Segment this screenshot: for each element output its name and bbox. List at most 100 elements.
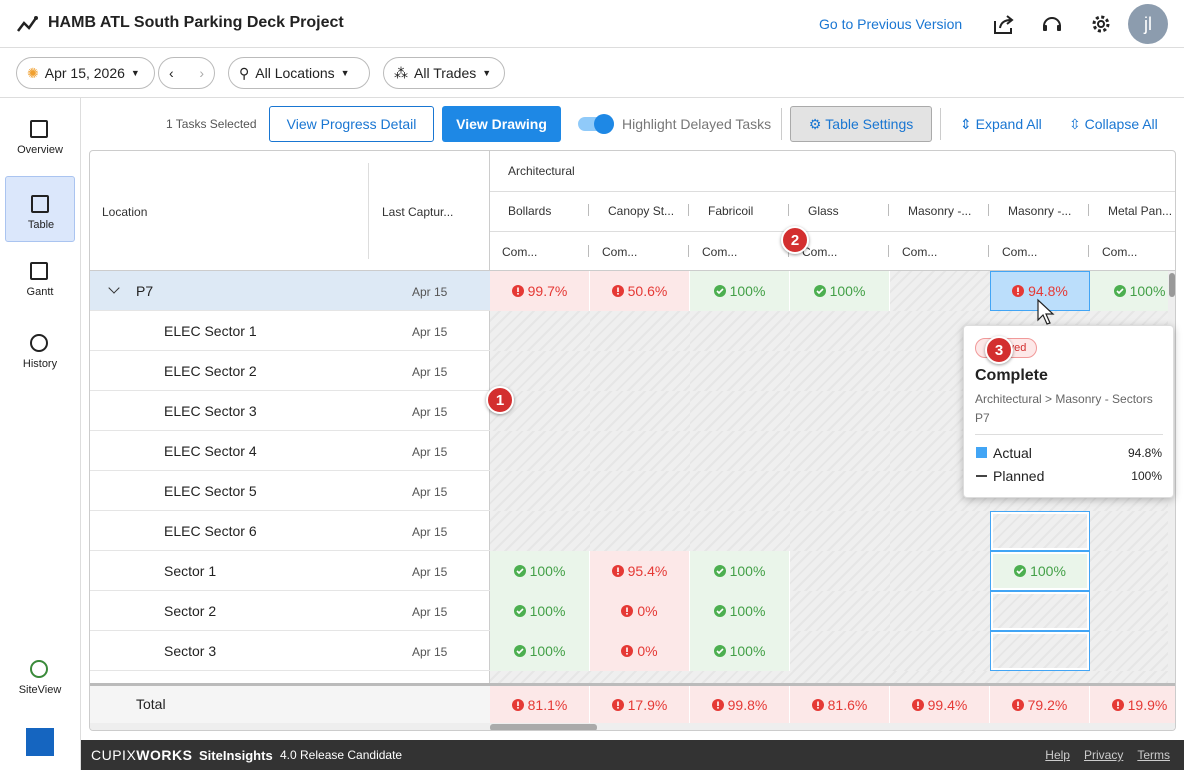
view-progress-button[interactable]: View Progress Detail — [269, 106, 434, 142]
table-row: Sector 3 Apr 15 — [90, 631, 490, 671]
table-cell[interactable] — [990, 511, 1090, 551]
view-drawing-button[interactable]: View Drawing — [442, 106, 561, 142]
table-cell[interactable]: 100% — [790, 271, 890, 311]
table-cell[interactable]: 99.4% — [890, 686, 990, 723]
support-icon[interactable] — [1040, 12, 1064, 36]
table-cell[interactable]: 19.9% — [1090, 686, 1175, 723]
table-cell[interactable]: 0% — [590, 591, 690, 631]
table-cell[interactable] — [890, 271, 990, 311]
table-cell[interactable] — [790, 591, 890, 631]
table-cell[interactable] — [590, 391, 690, 431]
table-cell[interactable]: 99.8% — [690, 686, 790, 723]
table-cell[interactable] — [790, 311, 890, 351]
nav-item[interactable]: SiteView — [5, 656, 75, 712]
table-cell[interactable]: 100% — [690, 271, 790, 311]
table-cell[interactable] — [690, 431, 790, 471]
table-cell[interactable]: 100% — [690, 631, 790, 671]
table-cell[interactable] — [490, 511, 590, 551]
table-cell[interactable]: 0% — [590, 631, 690, 671]
footer-link[interactable]: Terms — [1137, 748, 1170, 762]
table-cell[interactable] — [590, 471, 690, 511]
table-cell[interactable] — [1090, 631, 1175, 671]
table-cell[interactable] — [590, 431, 690, 471]
date-nav[interactable]: ‹ › — [158, 57, 215, 89]
column-header: Canopy St... — [608, 204, 675, 218]
header-line — [90, 270, 1175, 271]
location-filter[interactable]: ⚲ All Locations ▼ — [228, 57, 370, 89]
table-cell[interactable] — [690, 511, 790, 551]
table-cell[interactable] — [790, 631, 890, 671]
share-icon[interactable] — [992, 13, 1016, 35]
table-cell[interactable] — [1090, 591, 1175, 631]
avatar[interactable]: jl — [1128, 4, 1168, 44]
previous-version-link[interactable]: Go to Previous Version — [819, 16, 963, 32]
table-cell[interactable]: 81.6% — [790, 686, 890, 723]
table-cell[interactable] — [790, 551, 890, 591]
cell-value: 100% — [529, 643, 566, 659]
collapse-all[interactable]: ⇳ Collapse All — [1069, 116, 1158, 132]
table-cell[interactable] — [690, 471, 790, 511]
row-name: Sector 1 — [164, 563, 217, 579]
nav-label: Table — [27, 219, 55, 231]
nav-item[interactable]: Table — [5, 176, 75, 242]
top-bar: HAMB ATL South Parking Deck Project Go t… — [0, 0, 1184, 48]
table-cell[interactable]: 17.9% — [590, 686, 690, 723]
table-cell[interactable] — [1090, 551, 1175, 591]
toggle[interactable] — [578, 114, 614, 134]
date-picker[interactable]: ✺ Apr 15, 2026 ▼ — [16, 57, 155, 89]
table-cell[interactable] — [690, 351, 790, 391]
table-cell[interactable] — [790, 471, 890, 511]
table-cell[interactable] — [690, 391, 790, 431]
table-cell[interactable]: 99.7% — [490, 271, 590, 311]
table-cell[interactable]: 100% — [490, 551, 590, 591]
table-cell[interactable] — [590, 511, 690, 551]
table-cell[interactable]: 100% — [690, 551, 790, 591]
table-cell[interactable] — [490, 471, 590, 511]
nav-item[interactable]: Gantt — [5, 258, 75, 314]
table-cell[interactable] — [890, 551, 990, 591]
frozen-divider — [489, 151, 490, 730]
table-cell[interactable] — [790, 391, 890, 431]
table-cell[interactable]: 50.6% — [590, 271, 690, 311]
table-cell[interactable]: 100% — [990, 551, 1090, 591]
table-cell[interactable] — [1090, 511, 1175, 551]
nav-icon — [30, 660, 48, 678]
cell-value: 99.8% — [727, 696, 768, 713]
table-cell[interactable]: 81.1% — [490, 686, 590, 723]
expand-all[interactable]: ⇕ Expand All — [960, 116, 1042, 132]
table-cell[interactable]: 100% — [690, 591, 790, 631]
row-name: ELEC Sector 6 — [164, 523, 257, 539]
cell-value: 81.1% — [527, 696, 568, 713]
table-cell[interactable]: 100% — [490, 591, 590, 631]
table-cell[interactable] — [990, 591, 1090, 631]
nav-item[interactable]: History — [5, 330, 75, 386]
capture-header: Last Captur... — [382, 205, 454, 219]
table-cell[interactable] — [890, 591, 990, 631]
table-cell[interactable] — [590, 351, 690, 391]
table-cell[interactable]: 79.2% — [990, 686, 1090, 723]
nav-item[interactable]: Overview — [5, 116, 75, 172]
table-cell[interactable] — [890, 511, 990, 551]
check-icon — [513, 605, 526, 617]
table-settings-button[interactable]: ⚙ Table Settings — [790, 106, 932, 142]
table-cell[interactable]: 95.4% — [590, 551, 690, 591]
table-cell[interactable] — [690, 311, 790, 351]
footer-link[interactable]: Help — [1045, 748, 1070, 762]
table-cell[interactable] — [890, 631, 990, 671]
expand-caret[interactable] — [108, 282, 120, 294]
table-cell[interactable] — [790, 351, 890, 391]
table-cell[interactable] — [590, 311, 690, 351]
table-cell[interactable] — [790, 431, 890, 471]
table-cell[interactable] — [790, 511, 890, 551]
settings-icon[interactable] — [1089, 12, 1113, 36]
trade-filter[interactable]: ⁂ All Trades ▼ — [383, 57, 505, 89]
alert-icon — [811, 698, 824, 711]
table-cell[interactable] — [990, 631, 1090, 671]
selection-count: 1 Tasks Selected — [166, 117, 257, 131]
table-cell[interactable] — [490, 431, 590, 471]
table-cell[interactable]: 100% — [1090, 271, 1175, 311]
footer-link[interactable]: Privacy — [1083, 748, 1124, 762]
table-cell[interactable] — [490, 351, 590, 391]
table-cell[interactable]: 100% — [490, 631, 590, 671]
table-cell[interactable] — [490, 311, 590, 351]
